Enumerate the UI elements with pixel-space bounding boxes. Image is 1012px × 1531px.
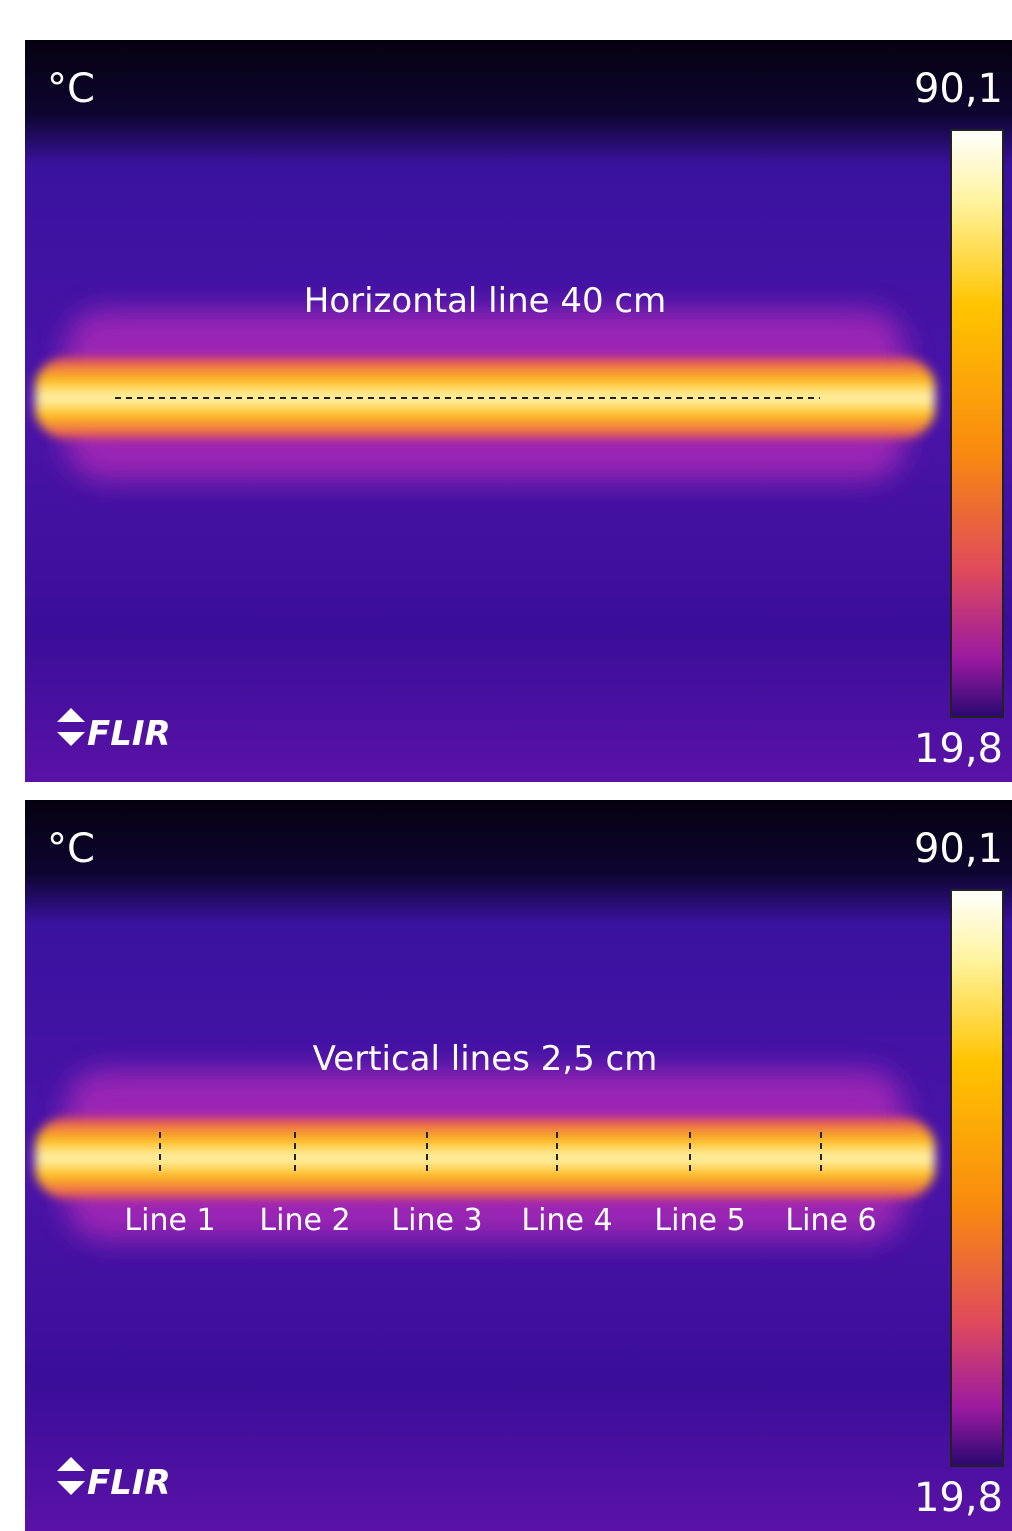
line-label: Line 1 xyxy=(124,1203,215,1238)
unit-label: °C xyxy=(47,66,95,112)
color-scale xyxy=(951,130,1003,717)
thermal-panel: °C 90,1 19,8 FLIR Vertical lines 2,5 cm Line … xyxy=(25,800,1012,1531)
heat-bar xyxy=(35,1118,935,1198)
unit-label: °C xyxy=(47,826,95,872)
line-label: Line 3 xyxy=(391,1203,482,1238)
thermal-panel: °C 90,1 19,8 FLIR Horizontal line 40 cm xyxy=(25,40,1012,782)
min-temperature: 19,8 xyxy=(914,1475,1003,1521)
line-label: Line 6 xyxy=(785,1203,876,1238)
thermal-images: °C 90,1 19,8 FLIR Horizontal line 40 cm °C 90,… xyxy=(0,0,1012,1531)
line-label: Line 5 xyxy=(654,1203,745,1238)
line-label: Line 4 xyxy=(521,1203,612,1238)
logo: FLIR xyxy=(87,1463,171,1503)
color-scale xyxy=(951,890,1003,1466)
logo: FLIR xyxy=(87,714,171,754)
line-label: Line 2 xyxy=(259,1203,350,1238)
annotation: Vertical lines 2,5 cm xyxy=(313,1039,658,1079)
min-temperature: 19,8 xyxy=(914,726,1003,772)
max-temperature: 90,1 xyxy=(914,66,1003,112)
max-temperature: 90,1 xyxy=(914,826,1003,872)
page: °C 90,1 19,8 FLIR Horizontal line 40 cm °C 90,… xyxy=(0,0,1012,1531)
annotation: Horizontal line 40 cm xyxy=(304,281,666,321)
